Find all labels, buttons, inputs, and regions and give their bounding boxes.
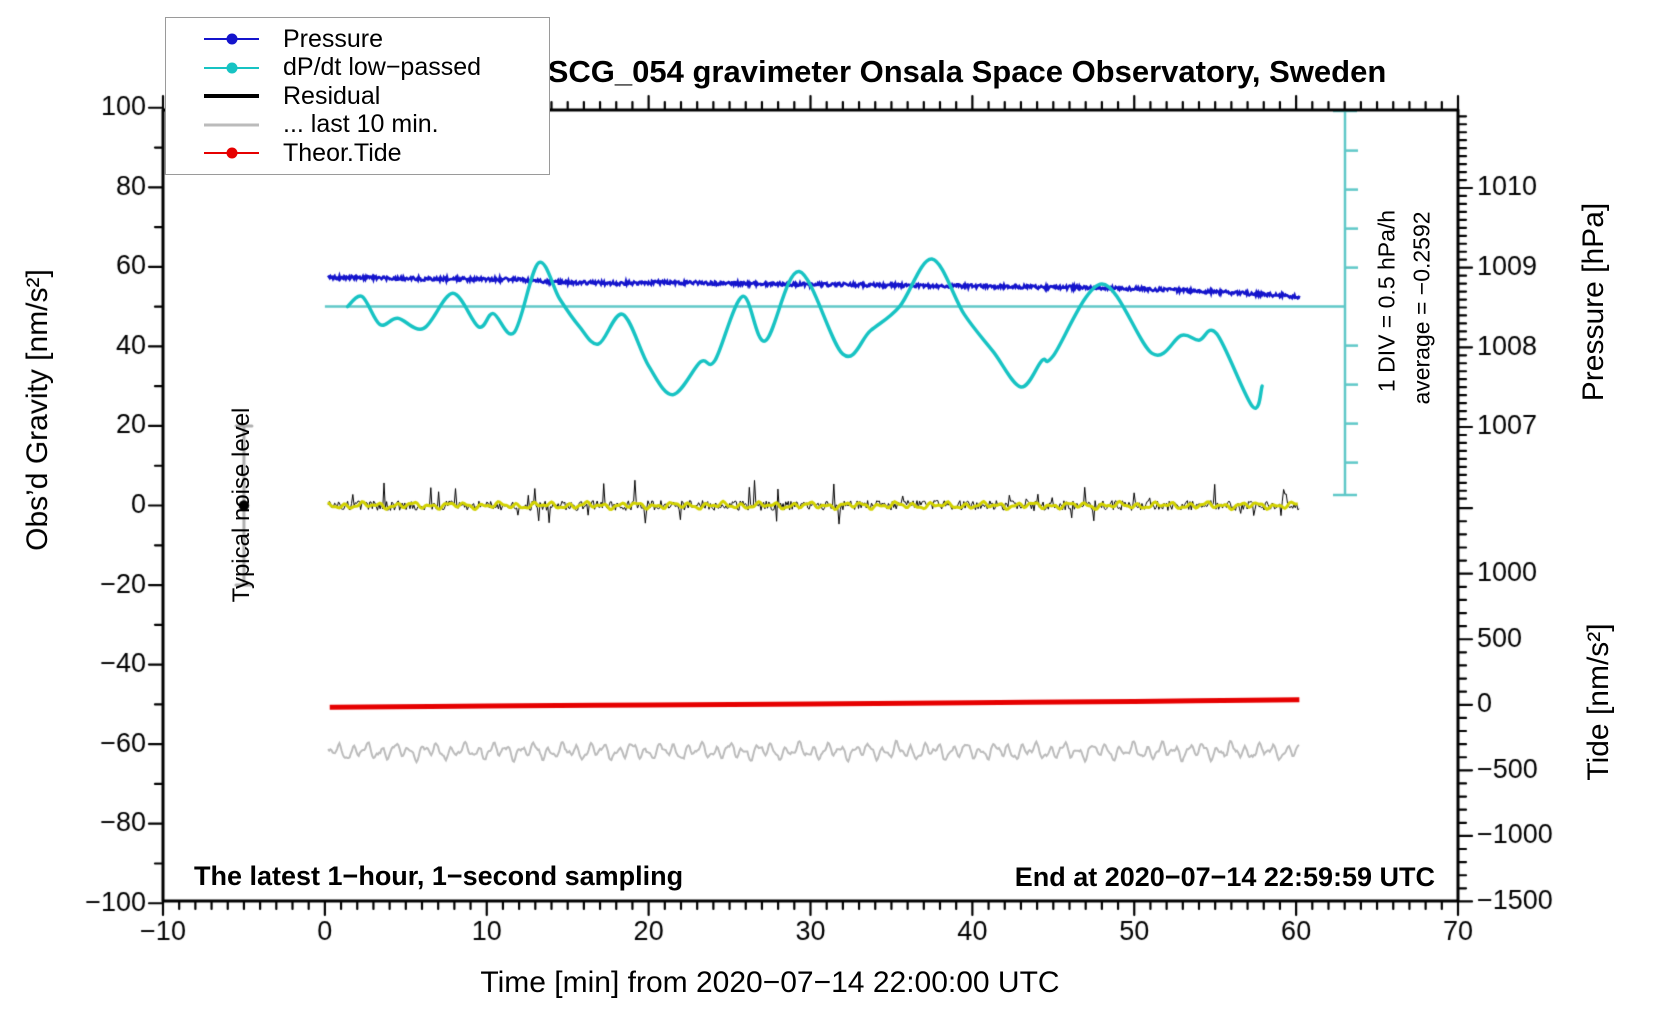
legend: Pressure dP/dt low−passed Residual... last… <box>165 17 550 175</box>
noise-level-label: Typical noise level <box>228 407 255 603</box>
legend-marker-dot <box>226 147 237 159</box>
legend-item: ... last 10 min. <box>166 110 549 140</box>
legend-item-label: Theor.Tide <box>283 138 402 167</box>
tide-axis-title: Tide [nm/s²] <box>1582 623 1615 781</box>
pressure-axis-title: Pressure [hPa] <box>1577 202 1610 402</box>
legend-item-label: ... last 10 min. <box>283 110 439 139</box>
x-axis-title: Time [min] from 2020−07−14 22:00:00 UTC <box>480 966 1060 999</box>
sampling-annotation: The latest 1−hour, 1−second sampling <box>194 861 684 891</box>
legend-item: Theor.Tide <box>166 139 549 168</box>
div-scale-label: 1 DIV = 0.5 hPa/h <box>1373 209 1400 393</box>
legend-marker-dot <box>226 62 237 74</box>
chart-title: SCG_054 gravimeter Onsala Space Observat… <box>547 54 1387 89</box>
legend-marker-dot <box>226 33 237 45</box>
end-time-annotation: End at 2020−07−14 22:59:59 UTC <box>1014 862 1435 892</box>
legend-item-label: Pressure <box>283 24 384 53</box>
average-label: average = −0.2592 <box>1408 211 1435 405</box>
legend-item-label: dP/dt low−passed <box>283 53 482 82</box>
legend-item-label: Residual <box>283 81 381 110</box>
legend-item: Pressure <box>166 25 549 54</box>
legend-item: Residual <box>166 82 549 111</box>
legend-item: dP/dt low−passed <box>166 53 549 83</box>
y-left-axis-title: Obs’d Gravity [nm/s²] <box>21 269 54 551</box>
